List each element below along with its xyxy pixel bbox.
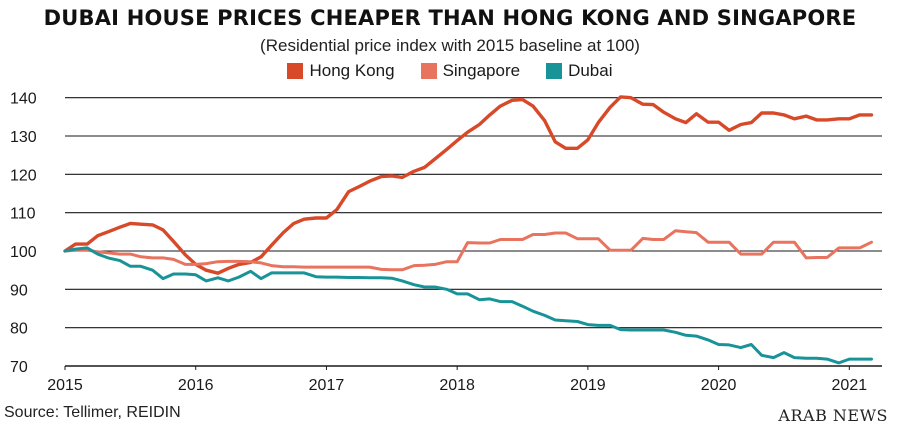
y-tick-label-70: 70: [10, 359, 28, 376]
legend: Hong Kong Singapore Dubai: [0, 61, 900, 81]
series-line-dubai: [63, 246, 873, 365]
x-tick-label-2016: 2016: [178, 377, 214, 394]
brand-logo: ARAB NEWS: [778, 406, 888, 425]
y-tick-label-140: 140: [10, 91, 37, 108]
legend-swatch-hong-kong: [287, 63, 304, 79]
x-tick-label-2017: 2017: [309, 377, 345, 394]
y-tick-label-120: 120: [10, 167, 37, 184]
legend-swatch-dubai: [546, 63, 563, 79]
y-tick-label-90: 90: [10, 282, 28, 299]
y-tick-label-80: 80: [10, 321, 28, 338]
x-tick-label-2019: 2019: [570, 377, 606, 394]
x-tick-label-2021: 2021: [832, 377, 868, 394]
x-tick-label-2015: 2015: [47, 377, 83, 394]
legend-item-hong-kong: Hong Kong: [287, 61, 395, 81]
legend-item-singapore: Singapore: [420, 61, 521, 81]
y-tick-label-110: 110: [10, 206, 36, 223]
source-note: Source: Tellimer, REIDIN: [4, 404, 181, 421]
legend-swatch-singapore: [420, 63, 437, 79]
legend-label-dubai: Dubai: [568, 61, 613, 80]
legend-label-hong-kong: Hong Kong: [309, 61, 395, 80]
chart-subtitle: (Residential price index with 2015 basel…: [260, 36, 640, 55]
x-tick-label-2020: 2020: [701, 377, 737, 394]
chart-title: DUBAI HOUSE PRICES CHEAPER THAN HONG KON…: [43, 6, 857, 30]
series-line-singapore: [63, 229, 873, 272]
y-tick-label-130: 130: [10, 129, 37, 146]
y-tick-label-100: 100: [10, 244, 37, 261]
legend-item-dubai: Dubai: [546, 61, 613, 81]
series-line-hong-kong: [63, 95, 874, 275]
x-tick-label-2018: 2018: [439, 377, 475, 394]
legend-label-singapore: Singapore: [442, 61, 521, 80]
